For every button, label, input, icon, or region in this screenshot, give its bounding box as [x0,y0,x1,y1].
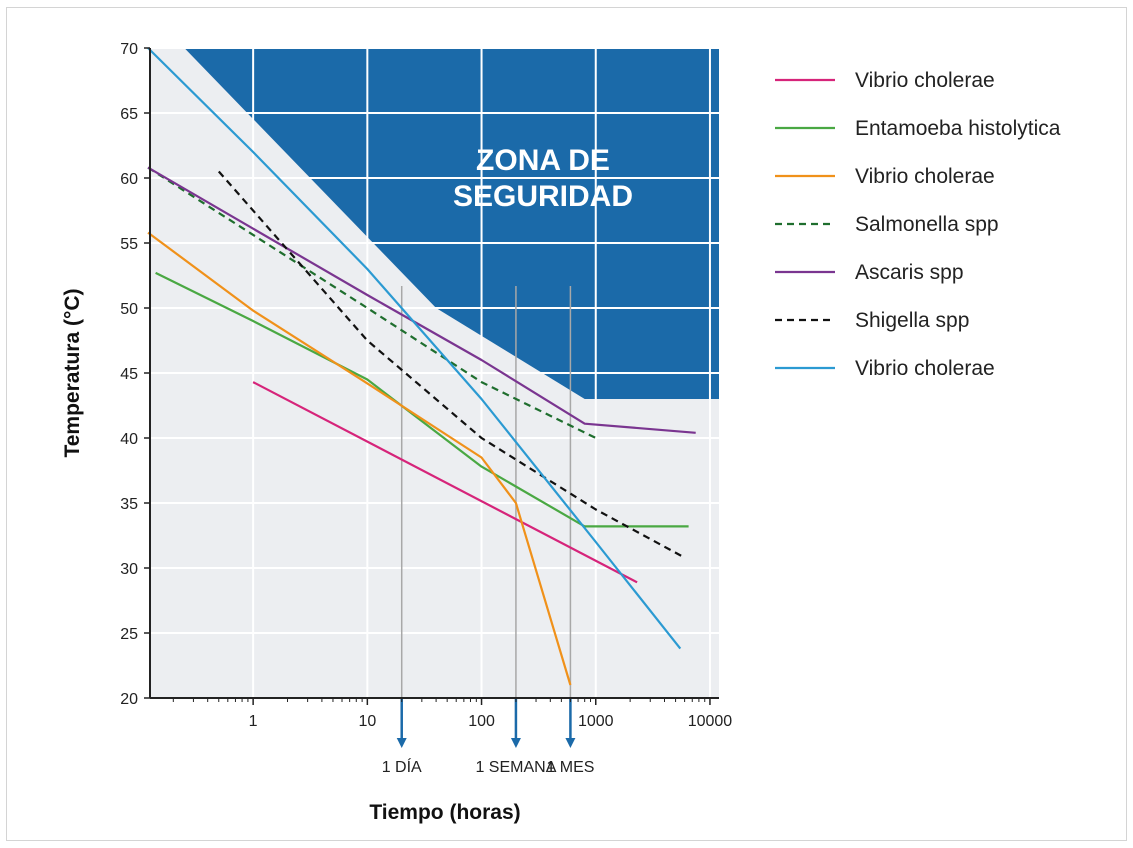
series-line-2 [147,231,572,686]
series-line-4 [147,166,696,434]
y-tick-label-10: 70 [120,41,138,58]
legend-label-6: Vibrio cholerae [855,357,995,380]
time-marker-label-2: 1 MES [546,759,594,776]
y-tick-label-7: 55 [120,236,138,253]
series-line-1 [155,271,689,528]
series-line-5 [217,170,686,559]
x-tick-label-3: 1000 [578,713,614,730]
y-axis-title: Temperatura (°C) [61,288,84,457]
legend: Vibrio cholerae Entamoeba histolytica Vibr… [775,69,1061,380]
y-tick-label-1: 25 [120,626,138,643]
x-tick-label-2: 100 [468,713,495,730]
grid-lines [150,47,719,698]
x-tick-labels: 1 10 100 1000 10000 [249,713,733,730]
legend-label-2: Vibrio cholerae [855,165,995,188]
x-axis-title: Tiempo (horas) [369,801,520,824]
x-tick-label-0: 1 [249,713,258,730]
legend-label-3: Salmonella spp [855,213,999,236]
time-marker-label-1: 1 SEMANA [475,759,556,776]
safety-zone-label-line1: ZONA DE [476,144,610,177]
series-group [147,47,696,686]
legend-label-0: Vibrio cholerae [855,69,995,92]
legend-label-4: Ascaris spp [855,261,964,284]
series-line-3 [147,166,597,439]
y-tick-label-9: 65 [120,106,138,123]
safety-zone-label-line2: SEGURIDAD [453,180,633,213]
time-marker-arrow-head-2 [565,738,576,748]
series-line-6 [147,47,682,650]
time-marker-arrow-head-1 [510,738,521,748]
y-tick-label-4: 40 [120,431,138,448]
x-tick-label-1: 10 [358,713,376,730]
y-tick-label-3: 35 [120,496,138,513]
time-marker-arrow-head-0 [396,738,407,748]
axes [144,47,719,705]
chart-frame: 1 DÍA 1 SEMANA 1 MES 20 25 30 35 40 45 50 55 60 65 7… [6,7,1127,841]
series-line-0 [252,381,638,584]
time-marker-label-0: 1 DÍA [382,757,422,776]
y-tick-labels: 20 25 30 35 40 45 50 55 60 65 70 [120,41,138,708]
y-tick-label-5: 45 [120,366,138,383]
safety-zone [184,48,719,399]
y-tick-label-8: 60 [120,171,138,188]
legend-label-5: Shigella spp [855,309,969,332]
y-tick-label-0: 20 [120,691,138,708]
x-tick-label-4: 10000 [688,713,733,730]
legend-label-1: Entamoeba histolytica [855,117,1061,140]
y-tick-label-2: 30 [120,561,138,578]
y-tick-label-6: 50 [120,301,138,318]
